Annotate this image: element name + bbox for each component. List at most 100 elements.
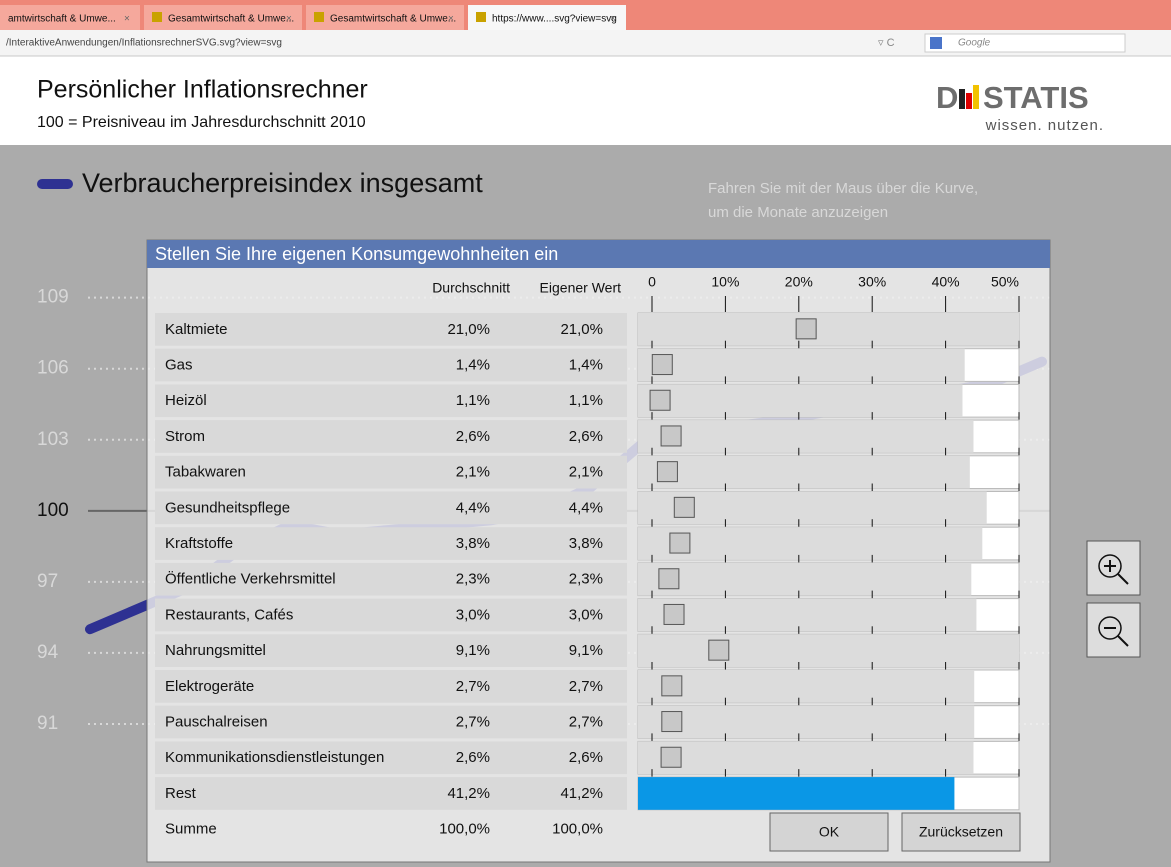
slider-track bbox=[638, 384, 962, 417]
tab-title: Gesamtwirtschaft & Umwe... bbox=[168, 14, 294, 25]
slider-handle[interactable] bbox=[657, 462, 677, 482]
slider-handle[interactable] bbox=[662, 712, 682, 732]
search-text: Google bbox=[958, 38, 991, 49]
row-background bbox=[155, 777, 627, 810]
slider-handle[interactable] bbox=[664, 604, 684, 624]
row-own: 1,4% bbox=[569, 357, 603, 374]
tab-close[interactable]: × bbox=[124, 14, 130, 25]
row-own: 1,1% bbox=[569, 392, 603, 409]
y-tick-label: 94 bbox=[37, 642, 59, 663]
tab-close[interactable]: × bbox=[286, 14, 292, 25]
slider-handle[interactable] bbox=[652, 355, 672, 375]
legend-swatch bbox=[37, 179, 73, 189]
hint-text: um die Monate anzuzeigen bbox=[708, 204, 888, 221]
row-average: 41,2% bbox=[447, 785, 490, 802]
y-tick-label: 106 bbox=[37, 358, 69, 379]
tab-title: https://www....svg?view=svg bbox=[492, 14, 617, 25]
slider-track bbox=[638, 634, 1019, 667]
total-own: 100,0% bbox=[552, 821, 603, 838]
slider-handle[interactable] bbox=[709, 640, 729, 660]
slider-track bbox=[638, 599, 976, 632]
legend-label: Verbraucherpreisindex insgesamt bbox=[82, 168, 483, 198]
row-average: 2,6% bbox=[456, 428, 490, 445]
row-name: Gas bbox=[165, 357, 193, 374]
logo-flag bbox=[959, 89, 965, 109]
screenshot: /InteraktiveAnwendungen/Inflationsrechne… bbox=[0, 0, 1171, 867]
slider-handle[interactable] bbox=[659, 569, 679, 589]
row-name: Öffentliche Verkehrsmittel bbox=[165, 570, 336, 588]
tab-close[interactable]: × bbox=[448, 14, 454, 25]
search-box[interactable] bbox=[925, 34, 1125, 52]
slider-track bbox=[638, 706, 974, 739]
zoom-out-button[interactable] bbox=[1087, 603, 1140, 657]
logo-tagline: wissen. nutzen. bbox=[985, 117, 1104, 134]
slider-handle[interactable] bbox=[661, 747, 681, 767]
slider-track bbox=[638, 420, 973, 453]
row-name: Tabakwaren bbox=[165, 464, 246, 481]
row-name: Elektrogeräte bbox=[165, 678, 254, 695]
row-background bbox=[155, 384, 627, 417]
row-average: 2,6% bbox=[456, 749, 490, 766]
dialog-title: Stellen Sie Ihre eigenen Konsumgewohnhei… bbox=[155, 244, 558, 264]
slider-handle[interactable] bbox=[674, 497, 694, 517]
slider-handle[interactable] bbox=[796, 319, 816, 339]
slider-track bbox=[638, 563, 971, 596]
slider-handle[interactable] bbox=[670, 533, 690, 553]
row-name: Pauschalreisen bbox=[165, 714, 268, 731]
row-name: Kommunikationsdienstleistungen bbox=[165, 749, 384, 766]
row-own: 4,4% bbox=[569, 499, 603, 516]
search-icon bbox=[930, 37, 942, 49]
column-header: Durchschnitt bbox=[432, 280, 510, 296]
slider-handle[interactable] bbox=[650, 390, 670, 410]
tab-icon bbox=[152, 12, 162, 22]
total-average: 100,0% bbox=[439, 821, 490, 838]
scale-tick-label: 30% bbox=[858, 274, 886, 290]
row-name: Restaurants, Cafés bbox=[165, 606, 293, 623]
scale-tick-label: 40% bbox=[932, 274, 960, 290]
row-background bbox=[155, 349, 627, 382]
page-title: Persönlicher Inflationsrechner bbox=[37, 76, 368, 104]
y-tick-label: 100 bbox=[37, 500, 69, 521]
tab-title: Gesamtwirtschaft & Umwe... bbox=[330, 14, 456, 25]
logo-flag bbox=[966, 93, 972, 109]
slider-track bbox=[638, 456, 970, 489]
row-own: 3,0% bbox=[569, 606, 603, 623]
calculator-dialog: Stellen Sie Ihre eigenen Konsumgewohnhei… bbox=[147, 240, 1050, 862]
row-own: 3,8% bbox=[569, 535, 603, 552]
row-own: 2,6% bbox=[569, 428, 603, 445]
rest-bar bbox=[638, 777, 954, 810]
row-average: 4,4% bbox=[456, 499, 490, 516]
tab-close[interactable]: × bbox=[610, 14, 616, 25]
zoom-in-button[interactable] bbox=[1087, 541, 1140, 595]
address-text: /InteraktiveAnwendungen/Inflationsrechne… bbox=[6, 38, 282, 49]
slider-track bbox=[638, 670, 974, 703]
total-name: Summe bbox=[165, 821, 217, 838]
button-label: OK bbox=[819, 824, 840, 840]
page-subtitle: 100 = Preisniveau im Jahresdurchschnitt … bbox=[37, 114, 366, 131]
row-average: 1,1% bbox=[456, 392, 490, 409]
slider-handle[interactable] bbox=[662, 676, 682, 696]
row-own: 2,1% bbox=[569, 464, 603, 481]
logo-flag bbox=[973, 85, 979, 109]
tab-title: amtwirtschaft & Umwe... bbox=[8, 14, 116, 25]
row-average: 2,3% bbox=[456, 571, 490, 588]
row-name: Rest bbox=[165, 785, 197, 802]
row-background bbox=[155, 420, 627, 453]
y-tick-label: 91 bbox=[37, 713, 58, 734]
row-name: Strom bbox=[165, 428, 205, 445]
row-own: 41,2% bbox=[560, 785, 603, 802]
row-average: 2,1% bbox=[456, 464, 490, 481]
slider-track bbox=[638, 313, 1019, 346]
y-tick-label: 97 bbox=[37, 571, 58, 592]
scale-tick-label: 0 bbox=[648, 274, 656, 290]
scale-tick-label: 10% bbox=[711, 274, 739, 290]
row-own: 9,1% bbox=[569, 642, 603, 659]
scale-tick-label: 50% bbox=[991, 274, 1019, 290]
row-average: 3,0% bbox=[456, 606, 490, 623]
row-own: 21,0% bbox=[560, 321, 603, 338]
row-average: 1,4% bbox=[456, 357, 490, 374]
reload-icon[interactable]: ▿ C bbox=[878, 37, 895, 49]
row-average: 3,8% bbox=[456, 535, 490, 552]
slider-handle[interactable] bbox=[661, 426, 681, 446]
slider-track bbox=[638, 349, 965, 382]
